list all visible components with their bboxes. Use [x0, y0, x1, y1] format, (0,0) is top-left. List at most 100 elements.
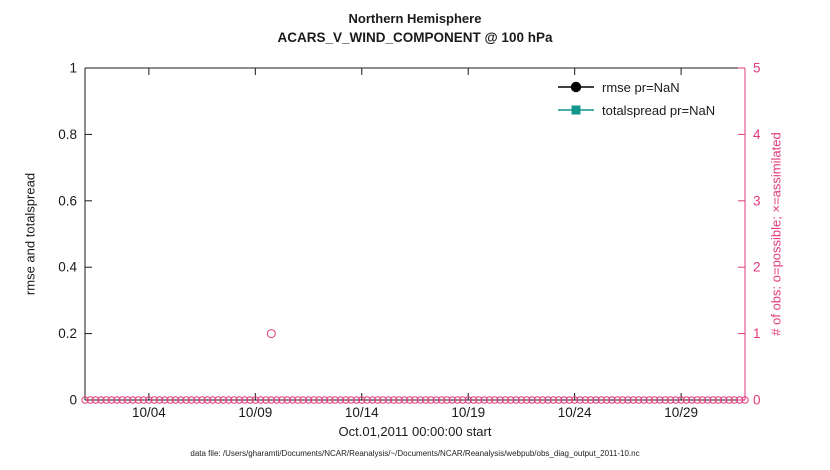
possible-obs-marker — [624, 396, 632, 404]
y-tick-label-left: 0.8 — [58, 127, 77, 142]
chart-title: Northern Hemisphere — [348, 11, 482, 26]
possible-obs-marker — [682, 396, 691, 404]
possible-obs-marker — [714, 396, 723, 404]
data-file-caption: data file: /Users/gharamti/Documents/NCA… — [190, 449, 640, 458]
possible-obs-marker — [352, 396, 361, 404]
possible-obs-marker — [283, 396, 291, 404]
possible-obs-marker — [336, 396, 345, 404]
possible-obs-marker — [693, 396, 701, 404]
possible-obs-marker — [278, 396, 286, 404]
possible-obs-marker — [251, 396, 260, 404]
possible-obs-marker — [288, 396, 297, 404]
y-tick-label-left: 0 — [69, 393, 77, 408]
possible-obs-marker — [629, 396, 637, 404]
y-tick-label-left: 0.4 — [58, 260, 77, 275]
possible-obs-marker — [437, 396, 446, 404]
possible-obs-marker — [613, 396, 621, 404]
x-tick-label: 10/09 — [238, 405, 272, 420]
possible-obs-marker — [182, 396, 190, 404]
possible-obs-marker — [517, 396, 526, 404]
x-tick-label: 10/14 — [345, 405, 379, 420]
possible-obs-marker — [150, 396, 158, 404]
possible-obs-marker — [677, 396, 685, 404]
possible-obs-marker — [102, 396, 110, 404]
possible-obs-marker — [219, 396, 228, 404]
possible-obs-marker — [214, 396, 222, 404]
possible-obs-marker — [342, 396, 350, 404]
possible-obs-marker — [390, 396, 398, 404]
possible-obs-marker — [645, 396, 653, 404]
possible-obs-marker — [256, 396, 265, 404]
possible-obs-marker — [698, 396, 707, 404]
x-tick-label: 10/04 — [132, 405, 166, 420]
possible-obs-marker — [459, 396, 467, 404]
possible-obs-marker — [379, 396, 387, 404]
possible-obs-marker — [427, 396, 435, 404]
x-tick-label: 10/24 — [558, 405, 592, 420]
legend-entry-totalspread: totalspread pr=NaN — [556, 102, 715, 118]
possible-obs-marker — [443, 396, 451, 404]
possible-obs-marker — [363, 396, 371, 404]
legend-entry-rmse: rmse pr=NaN — [556, 79, 715, 95]
possible-obs-marker — [405, 396, 414, 404]
possible-obs-marker — [326, 396, 334, 404]
possible-obs-marker — [421, 396, 430, 404]
legend: rmse pr=NaN totalspread pr=NaN — [556, 79, 715, 118]
possible-obs-marker — [448, 396, 456, 404]
possible-obs-marker — [730, 396, 739, 404]
possible-obs-marker — [267, 396, 275, 404]
possible-obs-marker — [533, 396, 542, 404]
possible-obs-marker — [129, 396, 137, 404]
y-tick-label-left: 0.6 — [58, 193, 77, 208]
possible-obs-marker — [565, 396, 574, 404]
possible-obs-marker — [246, 396, 254, 404]
possible-obs-marker — [262, 396, 270, 404]
y-tick-label-right: 4 — [753, 127, 761, 142]
possible-obs-marker — [523, 396, 531, 404]
possible-obs-marker — [113, 396, 121, 404]
possible-obs-marker — [315, 396, 323, 404]
series-possible-obs — [81, 329, 749, 404]
x-tick-label: 10/29 — [664, 405, 698, 420]
possible-obs-marker — [161, 396, 169, 404]
possible-obs-marker — [650, 396, 659, 404]
possible-obs-marker — [310, 396, 318, 404]
possible-obs-marker — [177, 396, 185, 404]
legend-label-totalspread: totalspread pr=NaN — [602, 102, 716, 118]
possible-obs-marker — [491, 396, 499, 404]
possible-obs-marker — [166, 396, 174, 404]
possible-obs-marker — [155, 396, 164, 404]
possible-obs-marker — [464, 396, 472, 404]
possible-obs-marker — [272, 396, 281, 404]
possible-obs-marker — [586, 396, 595, 404]
possible-obs-marker — [496, 396, 504, 404]
y-tick-label-right: 2 — [753, 260, 761, 275]
possible-obs-marker — [602, 396, 611, 404]
y-tick-label-left: 0.2 — [58, 326, 77, 341]
possible-obs-marker — [416, 396, 425, 404]
possible-obs-marker — [576, 396, 584, 404]
possible-obs-marker — [235, 396, 244, 404]
possible-obs-marker — [81, 396, 89, 404]
y-tick-label-right: 0 — [753, 393, 761, 408]
possible-obs-marker — [555, 396, 563, 404]
possible-obs-marker — [592, 396, 600, 404]
possible-obs-marker — [608, 396, 616, 404]
possible-obs-marker — [347, 396, 355, 404]
possible-obs-marker — [741, 396, 749, 404]
possible-obs-marker — [299, 396, 307, 404]
possible-obs-marker — [666, 396, 675, 404]
possible-obs-marker — [411, 396, 419, 404]
possible-obs-marker — [570, 396, 579, 404]
y-tick-label-right: 1 — [753, 326, 761, 341]
possible-obs-marker — [709, 396, 717, 404]
possible-obs-marker — [358, 396, 366, 404]
possible-obs-marker — [171, 396, 180, 404]
possible-obs-marker — [528, 396, 536, 404]
possible-obs-marker — [432, 396, 440, 404]
possible-obs-marker — [304, 396, 313, 404]
possible-obs-marker — [512, 396, 520, 404]
possible-obs-marker — [107, 396, 116, 404]
possible-obs-marker — [469, 396, 478, 404]
